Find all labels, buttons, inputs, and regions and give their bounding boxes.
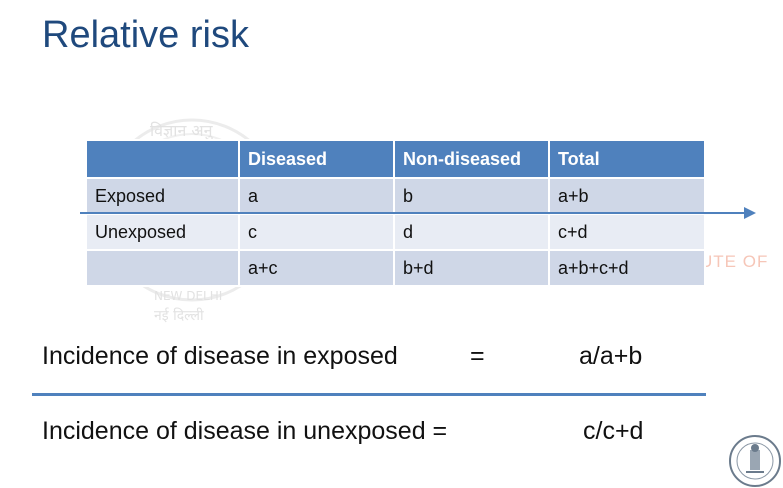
cell-c: c	[238, 213, 395, 251]
cell-a-plus-b: a+b	[548, 177, 706, 215]
incidence-exposed-label: Incidence of disease in exposed	[42, 342, 398, 370]
watermark-text-right: UTE OF	[700, 252, 769, 271]
header-diseased: Diseased	[238, 139, 395, 179]
arrow-head-icon	[744, 207, 756, 219]
cell-a: a	[238, 177, 395, 215]
cell-grand-total: a+b+c+d	[548, 249, 706, 287]
arrow-line	[80, 212, 748, 214]
cell-b-plus-d: b+d	[393, 249, 550, 287]
cell-d: d	[393, 213, 550, 251]
row-label-unexposed: Unexposed	[85, 213, 240, 251]
row-label-totals	[85, 249, 240, 287]
incidence-exposed-equals: =	[470, 342, 485, 370]
row-label-exposed: Exposed	[85, 177, 240, 215]
seal-text-bottom: नई दिल्ली	[154, 307, 204, 324]
table-row-unexposed: Unexposed c d c+d	[85, 213, 706, 251]
header-cell-blank	[85, 139, 240, 179]
table-header-row: Diseased Non-diseased Total	[85, 139, 706, 179]
table-row-totals: a+c b+d a+b+c+d	[85, 249, 706, 287]
cell-b: b	[393, 177, 550, 215]
incidence-unexposed-value: c/c+d	[583, 417, 644, 445]
incidence-exposed-value: a/a+b	[579, 342, 643, 370]
seal-text-mid: NEW DELHI	[154, 289, 222, 303]
cell-c-plus-d: c+d	[548, 213, 706, 251]
institute-logo-icon	[729, 435, 781, 487]
slide-title: Relative risk	[42, 14, 249, 56]
seal-text-top: विज्ञान अनु	[150, 121, 214, 141]
header-total: Total	[548, 139, 706, 179]
cell-a-plus-c: a+c	[238, 249, 395, 287]
incidence-unexposed-label: Incidence of disease in unexposed =	[42, 417, 448, 445]
fraction-divider	[32, 393, 706, 396]
table-row-exposed: Exposed a b a+b	[85, 177, 706, 215]
contingency-table: Diseased Non-diseased Total Exposed a b …	[85, 139, 706, 287]
header-non-diseased: Non-diseased	[393, 139, 550, 179]
